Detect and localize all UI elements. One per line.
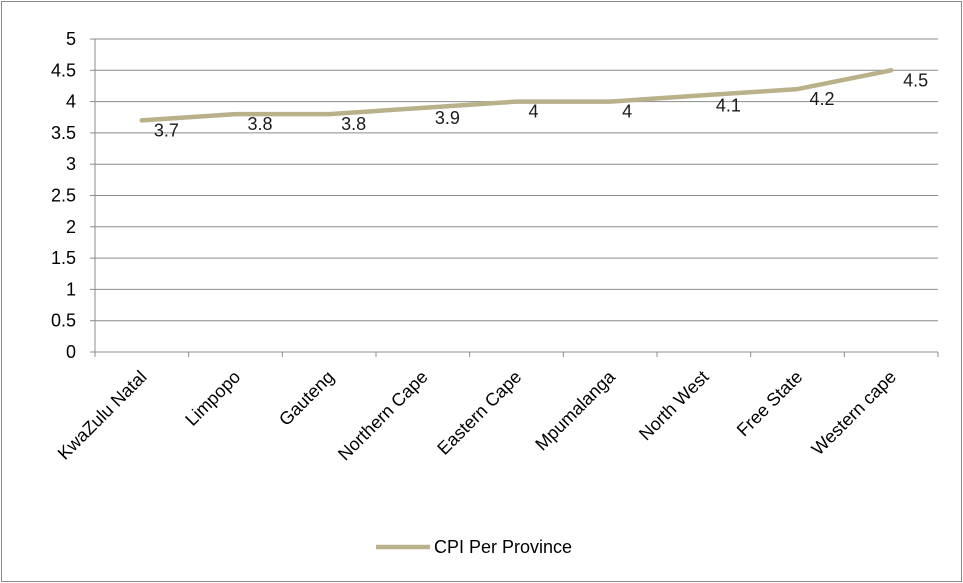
y-tick-label: 2.5 bbox=[51, 186, 76, 206]
x-tick-label: Gauteng bbox=[275, 367, 338, 430]
x-tick-label: North West bbox=[635, 367, 713, 445]
y-tick-label: 1 bbox=[66, 279, 76, 299]
data-label: 4 bbox=[622, 102, 632, 122]
y-tick-label: 4 bbox=[66, 92, 76, 112]
legend: CPI Per Province bbox=[376, 537, 572, 557]
x-tick-label: Northern Cape bbox=[334, 367, 432, 465]
y-tick-label: 0.5 bbox=[51, 311, 76, 331]
data-label: 4 bbox=[529, 102, 539, 122]
series-layer bbox=[139, 68, 894, 123]
x-tick-label: Limpopo bbox=[181, 367, 244, 430]
y-tick-label: 5 bbox=[66, 29, 76, 49]
y-tick-label: 3.5 bbox=[51, 123, 76, 143]
y-tick-label: 3 bbox=[66, 154, 76, 174]
legend-label: CPI Per Province bbox=[434, 537, 572, 557]
y-axis-ticks: 0 0.5 1 1.5 2 2.5 3 3.5 4 4.5 5 bbox=[51, 29, 95, 362]
x-tick-label: Western cape bbox=[808, 367, 900, 459]
x-tick-label: Mpumalanga bbox=[531, 366, 619, 454]
data-label: 4.1 bbox=[716, 95, 741, 115]
y-tick-label: 0 bbox=[66, 342, 76, 362]
data-label: 3.9 bbox=[435, 108, 460, 128]
gridlines bbox=[95, 38, 938, 322]
data-labels: 3.7 3.8 3.8 3.9 4 4 4.1 4.2 4.5 bbox=[154, 70, 928, 140]
data-label: 4.5 bbox=[903, 70, 928, 90]
y-tick-label: 4.5 bbox=[51, 60, 76, 80]
y-tick-label: 2 bbox=[66, 217, 76, 237]
series-line-cpi bbox=[139, 68, 894, 123]
y-tick-label: 1.5 bbox=[51, 248, 76, 268]
data-label: 3.7 bbox=[154, 120, 179, 140]
x-tick-label: Free State bbox=[733, 367, 807, 441]
x-tick-label: KwaZulu Natal bbox=[54, 367, 151, 464]
data-label: 3.8 bbox=[248, 114, 273, 134]
x-tick-label: Eastern Cape bbox=[433, 367, 525, 459]
data-label: 3.8 bbox=[341, 114, 366, 134]
data-label: 4.2 bbox=[810, 89, 835, 109]
